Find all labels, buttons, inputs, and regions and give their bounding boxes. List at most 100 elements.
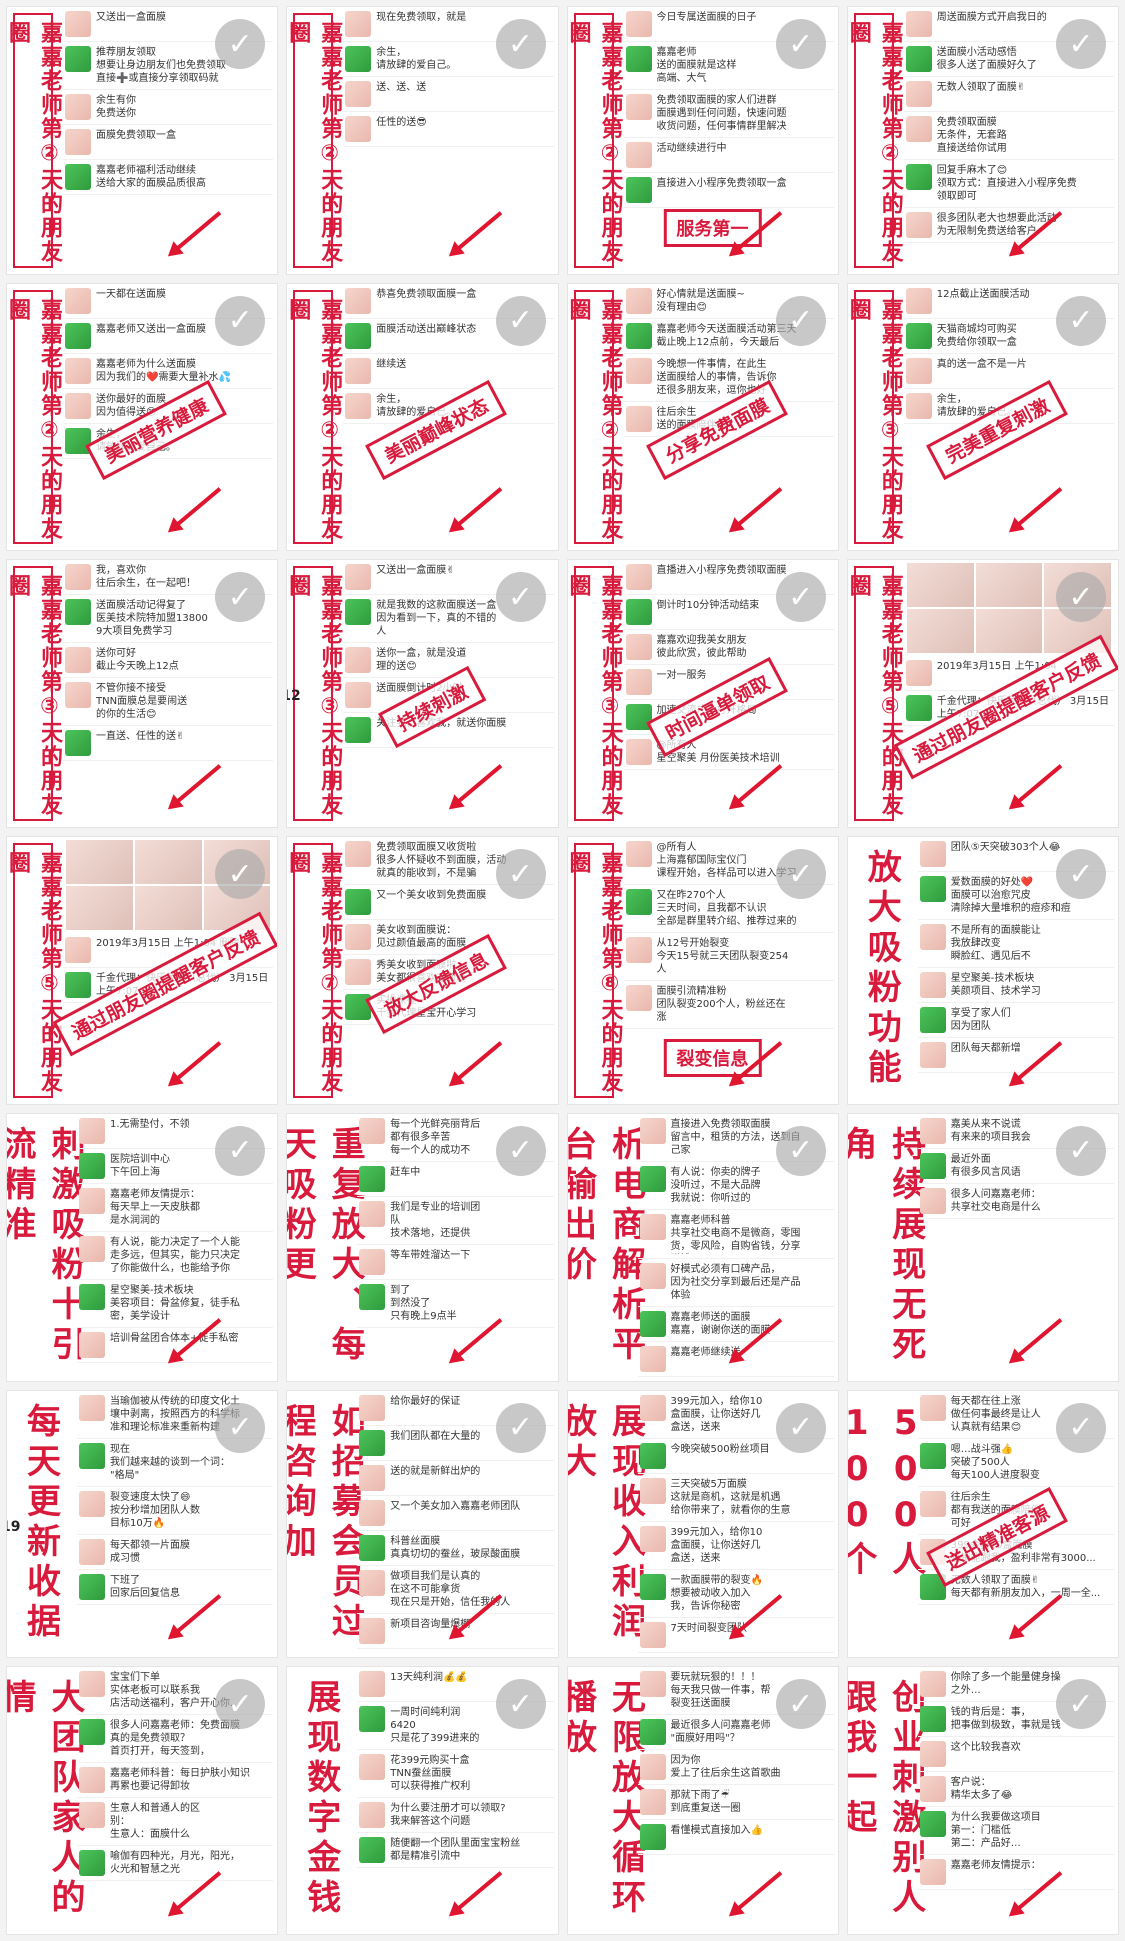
select-check-icon[interactable]: ✓ — [495, 1679, 546, 1730]
select-check-icon[interactable]: ✓ — [775, 849, 826, 900]
feed-post[interactable]: 最近外面 有很多风言风语 — [917, 1149, 1114, 1184]
moments-tile[interactable]: 嘉嘉老师第②天的朋友圈 一天都在送面膜 嘉嘉老师又送出一盒面膜 嘉嘉老师为什么送面膜 … — [6, 282, 279, 552]
feed-post[interactable]: 给你最好的保证 — [357, 1391, 554, 1426]
moments-tile[interactable]: 如招募会员过程咨询加 给你最好的保证 我们团队都在大量的 送的就是新鲜出炉的 又一个美女… — [286, 1389, 559, 1659]
feed-post[interactable]: 花399元购买十盒 TNN蚕丝面膜 可以获得推广权利 — [357, 1750, 554, 1799]
select-check-icon[interactable]: ✓ — [1056, 19, 1106, 69]
feed-post[interactable]: 从12号开始裂变 今天15号就三天团队裂变254 人 — [623, 933, 834, 982]
select-check-icon[interactable]: ✓ — [215, 1125, 266, 1176]
select-check-icon[interactable]: ✓ — [1056, 572, 1106, 623]
feed-post[interactable]: 直接进入小程序免费领取一盒 — [623, 173, 834, 208]
feed-post[interactable]: 送的就是新鲜出炉的 — [357, 1461, 554, 1496]
moments-tile[interactable]: 持续展现无死角 嘉美从来不说谎 有来来的项目我会 最近外面 有很多风言风语 很多人问嘉… — [846, 1112, 1119, 1382]
feed-post[interactable]: 不管你接不接受 TNN面膜总是要闹送 的你的生活😊 — [63, 678, 274, 727]
select-check-icon[interactable]: ✓ — [775, 295, 826, 346]
feed-post[interactable]: 有人说：你卖的牌子 没听过，不是大品牌 我就说：你听过的 — [637, 1162, 834, 1210]
feed-post[interactable]: 我们团队都在大量的 — [357, 1426, 554, 1461]
feed-post[interactable]: 裂变速度太快了😄 按分秒增加团队人数 目标10万🔥 — [77, 1487, 274, 1535]
moments-tile[interactable]: 嘉嘉老师第③天的朋友圈 直播进入小程序免费领取面膜 倒计时10分钟活动结束 嘉嘉欢迎我… — [566, 559, 839, 829]
select-check-icon[interactable]: ✓ — [1056, 295, 1106, 346]
feed-post[interactable]: 随便翻一个团队里面宝宝粉丝 都是精准引流中 — [357, 1833, 554, 1869]
feed-post[interactable]: 嘉嘉老师友情提示： — [917, 1855, 1114, 1891]
moments-tile[interactable]: 嘉嘉老师第③天的朋友圈 我，喜欢你 往后余生，在一起吧！ 送面膜活动记得复了 医美技… — [6, 559, 279, 829]
feed-post[interactable]: 又送出一盒面膜✌ — [343, 560, 554, 596]
select-check-icon[interactable]: ✓ — [215, 849, 266, 900]
feed-post[interactable]: 送你可好 截止今天晚上12点 — [63, 643, 274, 679]
moments-tile[interactable]: 展现数字金钱 13天纯利润💰💰 一周时间纯利润 6420 只是花了399进来的 花39… — [286, 1666, 559, 1935]
feed-post[interactable]: 每天都领一片面膜 成习惯 — [77, 1535, 274, 1570]
feed-post[interactable]: 不是所有的面膜能让 我放肆改变 瞬脸红、遇见后不 — [917, 920, 1114, 969]
feed-post[interactable]: 你除了多一个能量健身操 之外… — [917, 1667, 1114, 1703]
feed-post[interactable]: 真的送一盒不是一片 — [903, 354, 1114, 389]
feed-post[interactable]: 有人说，能力决定了一个人能 走多远，但其实，能力只决定 了你能做什么，也能给予你 — [77, 1232, 274, 1280]
feed-post[interactable]: 又送出一盒面膜 — [63, 7, 274, 42]
feed-post[interactable]: 最近很多人问嘉嘉老师 "面膜好用吗"？ — [637, 1715, 834, 1751]
feed-post[interactable]: 当瑜伽被从传统的印度文化土 壤中剥离，按照西方的科学标 准和理论标准来重新构建 — [77, 1391, 274, 1439]
feed-post[interactable]: 喻伽有四种光，月光，阳光， 火光和智慧之光 — [77, 1846, 274, 1882]
feed-post[interactable]: 嘉嘉老师为什么送面膜 因为我们的❤️需要大量补水💦 — [63, 354, 274, 389]
feed-post[interactable]: 到了 到然没了 只有晚上9点半 — [357, 1280, 554, 1328]
feed-post[interactable]: 送面膜活动记得复了 医美技术院特加盟13800 9大项目免费学习 — [63, 595, 274, 644]
feed-post[interactable]: 399元加入，给你10 盒面膜，让你送好几 盒送，送来 — [637, 1391, 834, 1439]
select-check-icon[interactable]: ✓ — [215, 295, 266, 346]
feed-post[interactable]: 团队⑤天突破303个人😂 — [917, 837, 1114, 873]
moments-tile[interactable]: 析电商解析平台输出价 直接进入免费领取面膜 留言中，租赁的方法，送到自 己家 有人说… — [566, 1112, 839, 1382]
feed-post[interactable]: 我们是专业的培训团 队 技术落地，还提供 — [357, 1197, 554, 1245]
feed-post[interactable]: 又一个美女收到免费面膜 — [343, 885, 554, 921]
feed-post[interactable]: 今晚突破500粉丝项目 — [637, 1439, 834, 1474]
select-check-icon[interactable]: ✓ — [215, 572, 266, 623]
select-check-icon[interactable]: ✓ — [495, 1402, 546, 1453]
feed-post[interactable]: 面膜免费领取一盒 — [63, 125, 274, 160]
feed-post[interactable]: 这个比较我喜欢 — [917, 1737, 1114, 1773]
feed-post[interactable]: 余生， 请放肆的爱自己。 — [343, 42, 554, 77]
feed-post[interactable]: 新项目咨询量爆棚 — [357, 1614, 554, 1649]
moments-tile[interactable]: 嘉嘉老师第②天的朋友圈 恭喜免费领取面膜一盒 面膜活动送出巅峰状态 继续送 余生， 请放… — [286, 282, 559, 552]
select-check-icon[interactable]: ✓ — [215, 1679, 266, 1730]
feed-post[interactable]: 很多人问嘉嘉老师：免费面膜 真的是免费领取？ 首页打开，每天签到， — [77, 1715, 274, 1764]
feed-post[interactable]: 继续送 — [343, 354, 554, 389]
moments-tile[interactable]: 嘉嘉老师第⑧天的朋友圈 @所有人 上海嘉郁国际宝仪门 课程开始，各样品可以进入学习… — [566, 836, 839, 1105]
select-check-icon[interactable]: ✓ — [775, 1125, 826, 1176]
select-check-icon[interactable]: ✓ — [775, 572, 826, 623]
feed-post[interactable]: 客户说： 精华太多了😂 — [917, 1772, 1114, 1808]
feed-post[interactable]: 很多人问嘉嘉老师： 共享社交电商是什么 — [917, 1184, 1114, 1219]
moments-tile[interactable]: 嘉嘉老师第②天的朋友圈 周送面膜方式开启我日的 送面膜小活动感悟 很多人送了面膜好久… — [846, 6, 1119, 275]
feed-post[interactable]: 现在免费领取，就是 — [343, 7, 554, 42]
feed-post[interactable]: 每天都在往上涨 做任何事最终是让人 认真就有结果😊 — [917, 1391, 1114, 1439]
moments-tile[interactable]: 创业刺激别人跟我一起 你除了多一个能量健身操 之外… 钱的背后是：事， 把事做到极致… — [846, 1666, 1119, 1935]
feed-post[interactable]: 嘉嘉老师科普：每日护肤小知识 再累也要记得卸妆 — [77, 1763, 274, 1799]
select-check-icon[interactable]: ✓ — [1056, 1402, 1106, 1453]
feed-post[interactable]: 好心情就是送面膜~ 没有理由😊 — [623, 284, 834, 319]
feed-post[interactable]: 送你一盒，就是没道 理的送😊 — [343, 643, 554, 679]
feed-post[interactable]: 医院培训中心 下午回上海 — [77, 1149, 274, 1184]
feed-post[interactable]: 免费领取面膜 无条件，无套路 直接送给你试用 — [903, 112, 1114, 160]
feed-post[interactable]: 一款面膜带的裂变🔥 想要被动收入加入 我，告诉你秘密 — [637, 1570, 834, 1618]
feed-post[interactable]: 无数人领取了面膜✌ — [903, 77, 1114, 112]
feed-post[interactable]: 三天突破5万面膜 这就是商机，这就是机遇 给你带来了，就看你的生意 — [637, 1474, 834, 1522]
select-check-icon[interactable]: ✓ — [495, 572, 546, 623]
feed-post[interactable]: 面膜活动送出巅峰状态 — [343, 319, 554, 354]
moments-tile[interactable]: 重复放大、每天吸粉更 每一个光鲜亮丽背后 都有很多辛苦 每一个人的成功不 赶车中 我们… — [286, 1112, 559, 1382]
moments-tile[interactable]: 嘉嘉老师第③天的朋友圈 12点截止送面膜活动 天猫商城均可购买 免费给你领取一盒 真的… — [846, 282, 1119, 552]
select-check-icon[interactable]: ✓ — [215, 1402, 266, 1453]
feed-post[interactable]: 生意人和普通人的区 别： 生意人：面膜什么 — [77, 1798, 274, 1847]
feed-post[interactable]: @所有人 上海嘉郁国际宝仪门 课程开始，各样品可以进入学习 — [623, 837, 834, 886]
feed-post[interactable]: 推荐朋友领取 想要让身边朋友们也免费领取 直接➕或直接分享领取码就 — [63, 42, 274, 90]
feed-post[interactable]: 嘉嘉老师福利活动继续 送给大家的面膜品质很高 — [63, 160, 274, 195]
feed-post[interactable]: 余生有你 免费送你 — [63, 90, 274, 125]
feed-post[interactable]: 为什么我要做这项目 第一：门槛低 第二：产品好… — [917, 1807, 1114, 1856]
feed-post[interactable]: 爱数面膜的好处❤️ 面膜可以治愈咒皮 清除掉大量堆积的痘疹和痘 — [917, 872, 1114, 921]
select-check-icon[interactable]: ✓ — [495, 849, 546, 900]
feed-post[interactable]: 直接进入免费领取面膜 留言中，租赁的方法，送到自 己家 — [637, 1114, 834, 1162]
select-check-icon[interactable]: ✓ — [215, 19, 266, 69]
feed-post[interactable]: 送面膜小活动感悟 很多人送了面膜好久了 — [903, 42, 1114, 77]
feed-post[interactable]: 面膜引流精准粉 团队裂变200个人，粉丝还在 涨 — [623, 981, 834, 1030]
feed-post[interactable]: 送、送、送 — [343, 77, 554, 112]
feed-post[interactable]: 12点截止送面膜活动 — [903, 284, 1114, 319]
feed-post[interactable]: 就是我数的这款面膜送一盒 因为看到一下，真的不错的 人 — [343, 595, 554, 644]
feed-post[interactable]: 科普丝面膜 真真切切的蚕丝，玻尿酸面膜 — [357, 1531, 554, 1566]
feed-post[interactable]: 钱的背后是：事， 把事做到极致，事就是钱 — [917, 1702, 1114, 1738]
select-check-icon[interactable]: ✓ — [775, 1679, 826, 1730]
